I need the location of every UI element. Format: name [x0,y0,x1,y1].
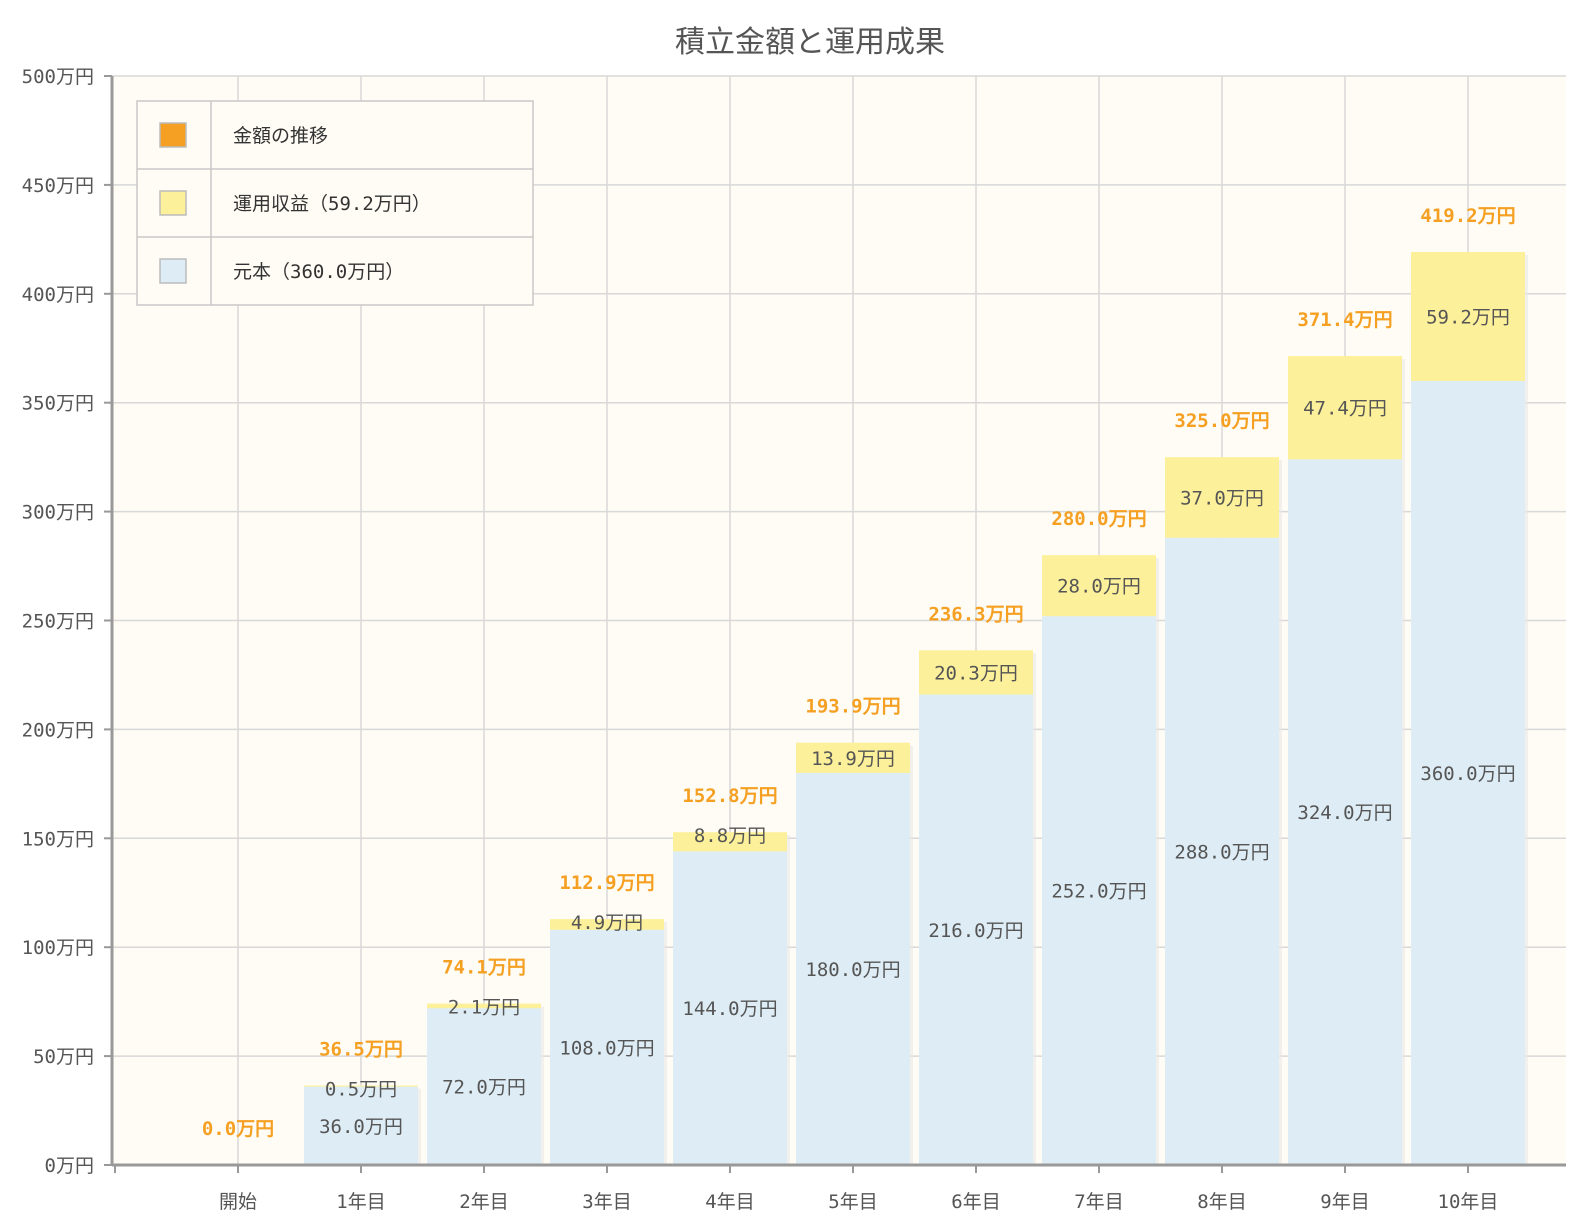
bar-gain [1165,457,1279,538]
principal-value-label: 216.0万円 [928,920,1023,942]
bar-gain [1042,555,1156,617]
x-tick-label: 3年目 [582,1191,631,1213]
gain-value-label: 4.9万円 [571,912,643,934]
principal-value-label: 360.0万円 [1420,763,1515,785]
bar-principal [1042,616,1156,1165]
gain-value-label: 8.8万円 [694,825,766,847]
axes: 0万円 50万円 100万円 150万円 200万円 250万円 300万円 350万円 400… [22,66,1566,1213]
legend-swatch [159,258,187,284]
data-labels: 0.0万円 36.0万円 0.5万円 36.5万円 72.0万円 2.1万円 74.1万円 1… [202,205,1516,1140]
legend-label: 運用収益（59.2万円） [233,193,431,215]
bar-gain [1411,251,1525,381]
bar-gain [919,650,1033,695]
y-tick-label: 450万円 [22,175,94,197]
bar-principal [796,772,910,1165]
legend-swatch [159,122,187,148]
total-value-label: 36.5万円 [319,1039,403,1061]
total-value-label: 419.2万円 [1420,205,1515,227]
x-tick-label: 10年目 [1438,1191,1499,1213]
total-value-label: 193.9万円 [805,696,900,718]
total-value-label: 280.0万円 [1051,508,1146,530]
gain-value-label: 47.4万円 [1303,398,1387,420]
gain-value-label: 59.2万円 [1426,306,1510,328]
x-tick-label: 9年目 [1320,1191,1369,1213]
bar-principal [1165,537,1279,1165]
bar-principal [673,851,787,1165]
bars [304,251,1528,1165]
bar-principal [427,1008,541,1165]
total-value-label: 0.0万円 [202,1118,274,1140]
legend-label: 金額の推移 [233,125,328,147]
x-tick-label: 2年目 [459,1191,508,1213]
bar-gain [1288,356,1402,460]
x-tick-label: 5年目 [828,1191,877,1213]
principal-value-label: 288.0万円 [1174,841,1269,863]
legend-box [136,100,534,306]
principal-value-label: 180.0万円 [805,959,900,981]
y-tick-label: 150万円 [22,828,94,850]
y-tick-label: 50万円 [33,1046,94,1068]
principal-value-label: 72.0万円 [442,1077,526,1099]
bar-principal [1411,380,1525,1165]
principal-value-label: 108.0万円 [559,1037,654,1059]
bar-gain [550,919,664,930]
total-value-label: 236.3万円 [928,603,1023,625]
y-tick-label: 500万円 [22,66,94,88]
bar-principal [550,929,664,1165]
gain-value-label: 0.5万円 [325,1079,397,1101]
y-tick-label: 350万円 [22,393,94,415]
y-tick-label: 250万円 [22,611,94,633]
bar-gain [796,742,910,773]
y-tick-label: 100万円 [22,937,94,959]
gain-value-label: 28.0万円 [1057,576,1141,598]
total-value-label: 112.9万円 [559,872,654,894]
y-tick-label: 200万円 [22,719,94,741]
x-tick-label: 開始 [219,1191,257,1213]
bar-principal [1288,459,1402,1165]
y-tick-label: 300万円 [22,502,94,524]
chart-title: 積立金額と運用成果 [675,25,945,60]
x-tick-label: 8年目 [1197,1191,1246,1213]
gain-value-label: 2.1万円 [448,997,520,1019]
principal-value-label: 252.0万円 [1051,881,1146,903]
principal-value-label: 144.0万円 [682,998,777,1020]
bar-gain [673,832,787,852]
y-tick-label: 400万円 [22,284,94,306]
bar-principal [304,1086,418,1165]
total-value-label: 325.0万円 [1174,410,1269,432]
legend-swatch [159,190,187,216]
x-tick-label: 7年目 [1074,1191,1123,1213]
x-tick-label: 1年目 [336,1191,385,1213]
gain-value-label: 20.3万円 [934,662,1018,684]
gain-value-label: 37.0万円 [1180,487,1264,509]
y-tick-label: 0万円 [45,1155,94,1177]
bar-principal [919,694,1033,1165]
bar-gain [427,1003,541,1009]
gain-value-label: 13.9万円 [811,748,895,770]
bar-gain [304,1085,418,1087]
total-value-label: 152.8万円 [682,785,777,807]
x-tick-label: 4年目 [705,1191,754,1213]
total-value-label: 371.4万円 [1297,309,1392,331]
principal-value-label: 36.0万円 [319,1116,403,1138]
x-tick-label: 6年目 [951,1191,1000,1213]
total-value-label: 74.1万円 [442,957,526,979]
principal-value-label: 324.0万円 [1297,802,1392,824]
legend-label: 元本（360.0万円） [233,261,404,283]
